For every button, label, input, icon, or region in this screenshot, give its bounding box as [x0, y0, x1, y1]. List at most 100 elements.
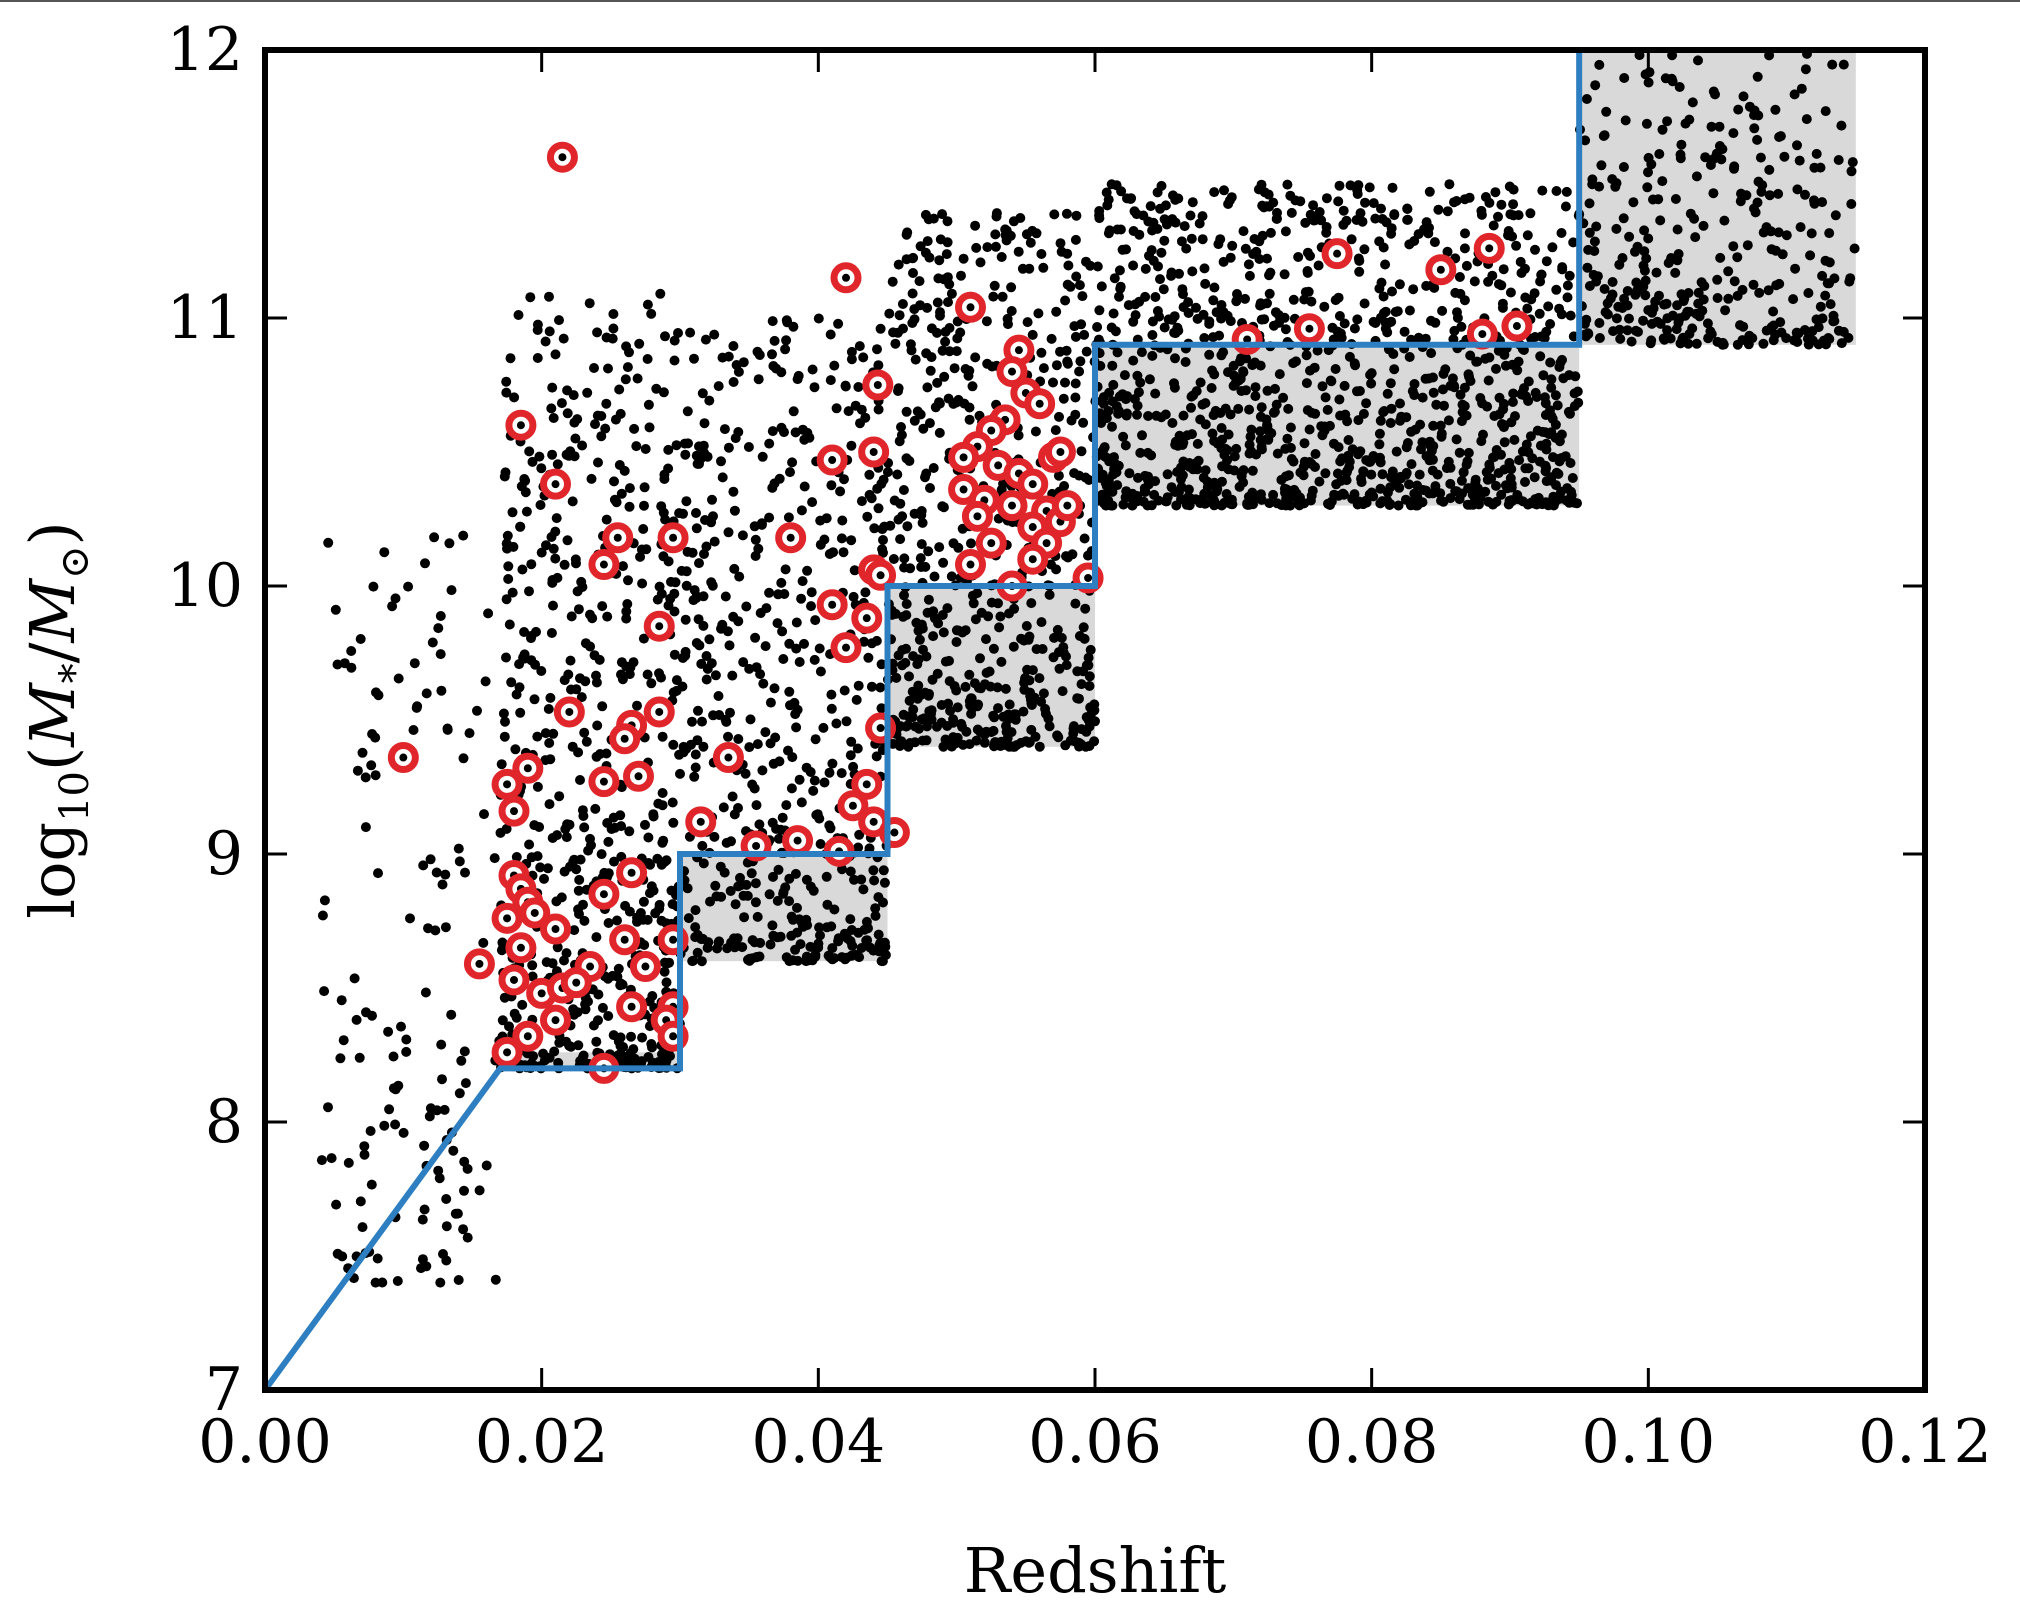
data-point	[1781, 230, 1792, 241]
data-point	[601, 514, 612, 525]
data-point	[691, 523, 702, 534]
data-point	[1143, 216, 1154, 227]
data-point	[359, 1141, 370, 1152]
data-point	[1129, 394, 1140, 404]
data-point	[1476, 209, 1487, 220]
data-point	[1672, 224, 1683, 235]
data-point	[682, 546, 693, 557]
data-point	[521, 506, 532, 517]
data-point	[790, 868, 801, 879]
data-point	[782, 317, 793, 328]
data-point	[848, 591, 859, 602]
data-point	[783, 745, 793, 756]
data-point	[681, 580, 692, 591]
data-point	[719, 867, 730, 878]
data-point	[894, 310, 905, 321]
data-point	[1183, 297, 1194, 308]
data-point	[642, 914, 653, 925]
data-point	[940, 656, 951, 667]
data-point	[785, 700, 795, 711]
data-point	[654, 581, 665, 592]
data-point	[1280, 471, 1291, 482]
data-point	[1698, 294, 1709, 305]
data-point	[1089, 736, 1100, 747]
data-point	[1747, 333, 1758, 344]
data-point	[658, 387, 669, 398]
data-point	[746, 868, 757, 879]
data-point	[1333, 196, 1344, 207]
data-point	[1825, 299, 1836, 310]
data-point	[544, 326, 555, 337]
data-point	[1445, 462, 1456, 473]
data-point	[454, 1088, 465, 1099]
data-point	[1560, 201, 1571, 212]
data-point	[663, 463, 674, 474]
data-point	[1055, 346, 1065, 357]
data-point	[976, 607, 987, 618]
data-point	[898, 485, 909, 495]
data-point	[750, 897, 761, 908]
highlighted-point-center	[1485, 244, 1494, 253]
data-point	[511, 852, 522, 862]
data-point	[922, 302, 933, 313]
data-point	[643, 832, 654, 843]
data-point	[1113, 407, 1124, 418]
data-point	[1147, 316, 1158, 327]
data-point	[1070, 598, 1081, 609]
data-point	[757, 451, 768, 462]
data-point	[1525, 431, 1536, 442]
data-point	[1551, 467, 1562, 478]
data-point	[1646, 159, 1657, 170]
data-point	[562, 819, 573, 830]
data-point	[1451, 434, 1462, 445]
data-point	[562, 385, 573, 396]
data-point	[885, 520, 896, 531]
data-point	[928, 213, 939, 224]
data-point	[1447, 373, 1458, 384]
data-points	[316, 48, 1860, 1288]
data-point	[1341, 467, 1352, 478]
data-point	[829, 360, 840, 371]
data-point	[1193, 455, 1204, 466]
data-point	[1836, 120, 1847, 131]
data-point	[869, 523, 880, 534]
data-point	[1103, 194, 1114, 205]
data-point	[478, 937, 489, 948]
data-point	[383, 1026, 394, 1037]
data-point	[1820, 290, 1831, 301]
data-point	[768, 930, 779, 941]
data-point	[501, 376, 512, 387]
data-point	[1270, 383, 1280, 394]
data-point	[1646, 318, 1657, 329]
data-point	[932, 377, 943, 388]
data-point	[876, 956, 887, 967]
data-point	[1120, 394, 1131, 405]
data-point	[1414, 469, 1425, 480]
data-point	[1714, 121, 1725, 132]
data-point	[1221, 489, 1232, 499]
data-point	[390, 1119, 401, 1130]
data-point	[1107, 396, 1118, 407]
data-point	[1186, 402, 1196, 413]
data-point	[1761, 325, 1772, 336]
data-point	[1426, 315, 1436, 326]
data-point	[1698, 220, 1709, 231]
data-point	[1394, 482, 1405, 493]
data-point	[540, 336, 551, 347]
data-point	[547, 382, 558, 393]
data-point	[642, 354, 653, 364]
data-point	[896, 430, 907, 440]
data-point	[1036, 249, 1047, 259]
data-point	[1231, 443, 1242, 454]
data-point	[1070, 378, 1081, 389]
highlighted-point-center	[669, 935, 678, 944]
data-point	[1076, 679, 1087, 690]
data-point	[1314, 207, 1325, 217]
data-point	[878, 535, 888, 545]
data-point	[1700, 152, 1711, 163]
data-point	[990, 229, 1001, 240]
data-point	[1801, 114, 1812, 125]
data-point	[1058, 393, 1069, 404]
data-point	[750, 551, 761, 561]
data-point	[1794, 155, 1805, 166]
